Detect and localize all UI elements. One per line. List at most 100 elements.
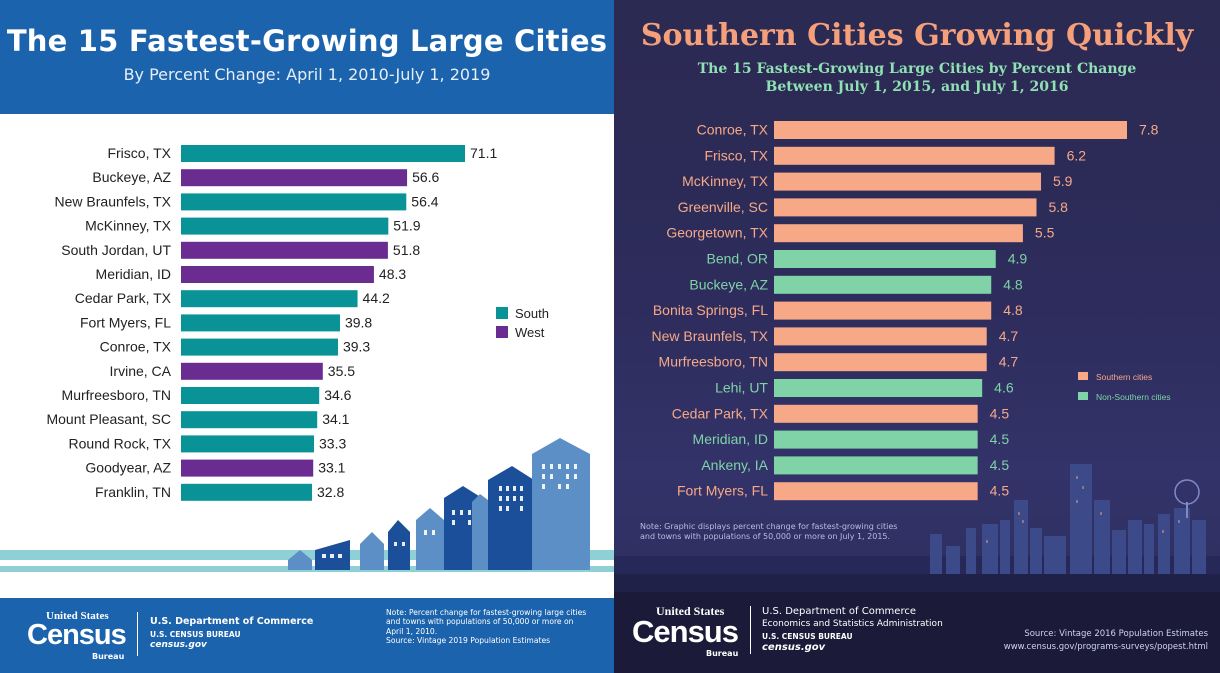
category-label-conroe-tx: Conroe, TX [100,339,172,355]
census-logo-bottom: Bureau [706,649,739,658]
census-logo-bottom: Bureau [92,652,125,661]
value-label-meridian-id: 48.3 [379,266,406,282]
bar-south-jordan-ut [181,241,388,259]
left-skyline-illustration [0,438,614,598]
legend-label-south: South [515,306,549,321]
bar-cedar-park-tx [774,404,978,423]
census-logo-top: United States [46,610,109,622]
legend-label-west: West [515,325,545,340]
bar-georgetown-tx [774,224,1023,243]
category-label-new-braunfels-tx: New Braunfels, TX [55,193,172,209]
footer-url: www.census.gov/programs-surveys/popest.h… [1003,642,1208,652]
value-label-round-rock-tx: 33.3 [319,435,346,451]
bar-fort-myers-fl [774,482,978,501]
census-logo-wordmark: Census [27,619,127,651]
bar-mount-pleasant-sc [181,411,318,429]
left-bar-chart: Frisco, TX 71.1 Buckeye, AZ 56.6 New Braunfe… [0,145,614,598]
bar-mckinney-tx [181,217,389,235]
bar-meridian-id [774,430,978,449]
category-label-meridian-id: Meridian, ID [96,266,171,282]
value-label-new-braunfels-tx: 4.7 [999,328,1019,344]
category-label-bonita-springs-fl: Bonita Springs, FL [653,302,768,318]
footer-bureau: U.S. CENSUS BUREAU [762,632,853,641]
right-legend: Southern cities Non-Southern cities [1078,372,1171,402]
value-label-frisco-tx: 6.2 [1067,147,1087,163]
value-label-new-braunfels-tx: 56.4 [411,193,438,209]
value-label-murfreesboro-tn: 4.7 [999,354,1019,370]
value-label-lehi-ut: 4.6 [994,380,1014,396]
value-label-mckinney-tx: 5.9 [1053,173,1073,189]
legend-swatch-non-southern [1078,392,1088,400]
bar-new-braunfels-tx [181,193,407,211]
bar-conroe-tx [774,121,1127,139]
bar-fort-myers-fl [181,314,340,332]
legend-swatch-west [496,326,508,338]
bar-meridian-id [181,266,374,283]
category-label-irvine-ca: Irvine, CA [110,363,172,379]
legend-label-non-southern: Non-Southern cities [1096,392,1171,402]
right-chart-subtitle-line2: Between July 1, 2015, and July 1, 2016 [765,79,1069,95]
value-label-buckeye-az: 56.6 [412,169,439,185]
footer-site: census.gov [150,640,207,650]
value-label-cedar-park-tx: 4.5 [990,405,1010,421]
bar-buckeye-az [181,169,408,187]
bar-greenville-sc [774,198,1037,217]
bar-ankeny-ia [774,456,978,475]
value-label-bend-or: 4.9 [1008,251,1028,267]
footer-divider [137,612,138,656]
left-footnote: Note: Percent change for fastest-growing… [386,608,587,646]
value-label-fort-myers-fl: 4.5 [990,483,1010,499]
value-label-conroe-tx: 39.3 [343,339,370,355]
bar-goodyear-az [181,459,314,477]
right-chart-title: Southern Cities Growing Quickly [640,18,1194,53]
value-label-greenville-sc: 5.8 [1048,199,1068,215]
category-label-frisco-tx: Frisco, TX [107,145,171,161]
census-logo-wordmark: Census [632,614,739,649]
category-label-meridian-id: Meridian, ID [693,431,768,447]
bar-mckinney-tx [774,172,1042,191]
census-logo-top: United States [656,604,725,618]
bar-irvine-ca [181,362,323,380]
bar-bonita-springs-fl [774,301,992,320]
value-label-frisco-tx: 71.1 [470,145,497,161]
bar-frisco-tx [774,146,1055,165]
footer-divider [750,606,751,654]
right-infographic: Conroe, TX 7.8 Frisco, TX 6.2 McKinney, TX 5.… [614,0,1220,673]
footer-bureau: U.S. CENSUS BUREAU [150,630,241,639]
right-bar-chart: Conroe, TX 7.8 Frisco, TX 6.2 McKinney, TX 5.… [614,121,1220,596]
left-header: The 15 Fastest-Growing Large Cities By P… [0,0,614,114]
category-label-mckinney-tx: McKinney, TX [682,173,769,189]
value-label-south-jordan-ut: 51.8 [393,242,420,258]
category-label-buckeye-az: Buckeye, AZ [689,276,768,292]
bar-buckeye-az [774,275,992,294]
footer-dept: U.S. Department of Commerce [150,616,314,627]
category-label-murfreesboro-tn: Murfreesboro, TN [659,354,768,370]
value-label-meridian-id: 4.5 [990,431,1010,447]
value-label-cedar-park-tx: 44.2 [363,290,390,306]
bar-cedar-park-tx [181,290,358,308]
category-label-franklin-tn: Franklin, TN [95,484,171,500]
category-label-cedar-park-tx: Cedar Park, TX [75,290,172,306]
value-label-conroe-tx: 7.8 [1139,122,1159,138]
left-chart-title: The 15 Fastest-Growing Large Cities [6,24,608,58]
bar-bend-or [774,250,996,268]
left-legend: South West [496,306,549,340]
bar-new-braunfels-tx [774,327,987,346]
category-label-mckinney-tx: McKinney, TX [85,218,172,234]
value-label-murfreesboro-tn: 34.6 [324,387,351,403]
legend-swatch-southern [1078,372,1088,380]
left-chart-subtitle: By Percent Change: April 1, 2010-July 1,… [123,65,491,84]
value-label-goodyear-az: 33.1 [318,460,345,476]
right-footer: United States Census Bureau U.S. Departm… [614,592,1220,673]
value-label-irvine-ca: 35.5 [328,363,355,379]
category-label-frisco-tx: Frisco, TX [704,147,768,163]
right-chart-subtitle-line1: The 15 Fastest-Growing Large Cities by P… [697,61,1137,77]
value-label-georgetown-tx: 5.5 [1035,225,1055,241]
category-label-bend-or: Bend, OR [707,251,768,267]
category-label-new-braunfels-tx: New Braunfels, TX [652,328,769,344]
category-label-greenville-sc: Greenville, SC [678,199,768,215]
footer-admin: Economics and Statistics Administration [762,619,943,629]
footer-site: census.gov [762,642,826,653]
footer-source: Source: Vintage 2016 Population Estimate… [1024,629,1208,639]
category-label-round-rock-tx: Round Rock, TX [69,435,172,451]
